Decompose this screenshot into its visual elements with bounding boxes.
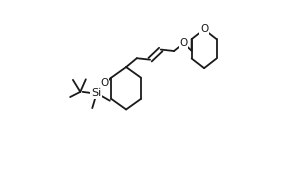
Text: O: O [179, 38, 187, 48]
Text: O: O [200, 24, 208, 34]
Text: Si: Si [91, 88, 101, 98]
Text: O: O [101, 78, 109, 88]
